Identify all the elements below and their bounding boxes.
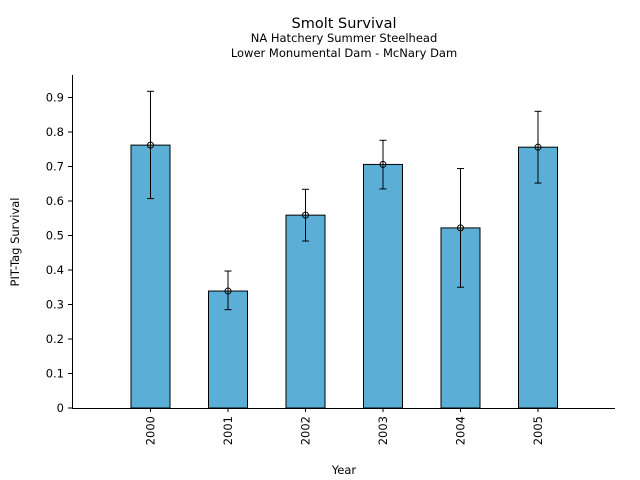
y-tick-label-7: 0.7 — [46, 160, 64, 174]
point-marker-2004 — [457, 224, 464, 232]
y-tick-label-1: 0.1 — [46, 367, 64, 381]
bar-2005 — [518, 146, 558, 409]
chart-title: Smolt Survival — [292, 16, 397, 32]
y-tick-label-2: 0.2 — [46, 332, 64, 346]
point-marker-2002 — [302, 211, 309, 219]
x-ticks-group: 2000 2001 2002 2003 2004 2005 — [144, 408, 545, 445]
y-ticks-group: 0 0.1 0.2 0.3 0.4 0.5 0.6 0.7 0.8 0.9 — [46, 91, 72, 415]
y-tick-label-5: 0.5 — [46, 229, 64, 243]
point-marker-2003 — [379, 160, 387, 168]
chart-subtitle-line-1: NA Hatchery Summer Steelhead — [251, 31, 438, 45]
x-axis-label: Year — [331, 463, 357, 477]
x-tick-label-2003: 2003 — [376, 416, 390, 445]
y-tick-label-4: 0.4 — [46, 263, 64, 277]
bars-group — [130, 144, 558, 409]
y-tick-label-6: 0.6 — [46, 194, 64, 208]
chart-subtitle-line-2: Lower Monumental Dam - McNary Dam — [231, 46, 457, 60]
point-marker-2001 — [224, 287, 232, 295]
error-bars-group — [147, 90, 542, 311]
y-tick-label-0: 0 — [57, 401, 64, 415]
y-axis-label: PIT-Tag Survival — [8, 198, 22, 287]
x-tick-label-2002: 2002 — [299, 416, 313, 445]
y-tick-label-8: 0.8 — [46, 125, 64, 139]
y-tick-label-3: 0.3 — [46, 298, 64, 312]
x-tick-label-2001: 2001 — [221, 416, 235, 445]
x-tick-label-2004: 2004 — [454, 416, 468, 445]
bar-2002 — [285, 214, 326, 409]
bar-2001 — [208, 290, 248, 409]
x-tick-label-2005: 2005 — [531, 416, 545, 445]
x-tick-label-2000: 2000 — [144, 416, 158, 445]
bar-2003 — [363, 163, 403, 409]
point-marker-2000 — [147, 141, 154, 149]
point-marker-2005 — [534, 143, 542, 151]
y-tick-label-9: 0.9 — [46, 91, 64, 105]
